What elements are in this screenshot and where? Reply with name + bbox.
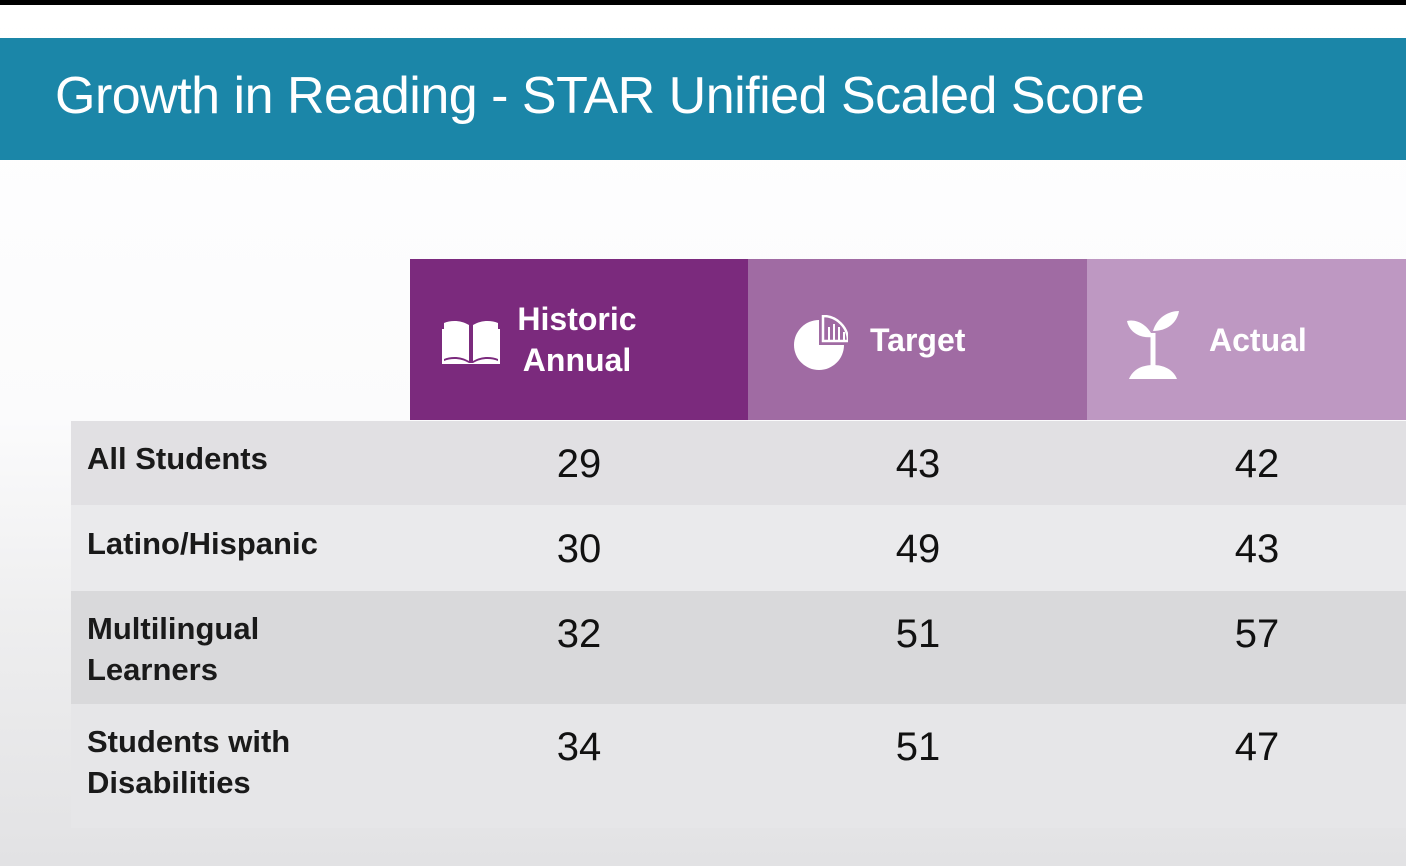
column-header-label: Actual <box>1209 322 1307 358</box>
column-header-target: Target <box>748 259 1087 420</box>
cell-historic: 29 <box>556 442 602 486</box>
table-row: Multilingual Learners 32 51 57 <box>71 591 1406 704</box>
sprout-icon <box>1127 311 1179 379</box>
cell-actual: 42 <box>1234 442 1280 486</box>
row-label: Latino/Hispanic <box>87 526 318 561</box>
column-header-label: Target <box>870 322 966 358</box>
column-header-label: Historic Annual <box>517 301 637 378</box>
cell-historic: 34 <box>556 725 602 769</box>
table-row: Students with Disabilities 34 51 47 <box>71 704 1406 828</box>
cell-target: 43 <box>895 442 941 486</box>
pie-chart-icon <box>794 315 848 370</box>
cell-historic: 32 <box>556 612 602 656</box>
cell-historic: 30 <box>556 527 602 571</box>
row-label: Multilingual Learners <box>87 611 260 687</box>
open-book-icon <box>442 320 500 364</box>
table-row: Latino/Hispanic 30 49 43 <box>71 505 1406 591</box>
cell-actual: 47 <box>1234 725 1280 769</box>
table-row: All Students 29 43 42 <box>71 421 1406 505</box>
cell-target: 51 <box>895 725 941 769</box>
cell-actual: 57 <box>1234 612 1280 656</box>
top-strip <box>0 0 1406 5</box>
title-banner <box>0 38 1406 160</box>
column-header-historic-annual: Historic Annual <box>410 259 748 420</box>
page-title: Growth in Reading - STAR Unified Scaled … <box>55 67 1145 125</box>
column-header-actual: Actual <box>1087 259 1406 420</box>
cell-target: 51 <box>895 612 941 656</box>
row-label: All Students <box>87 441 268 476</box>
cell-target: 49 <box>895 527 941 571</box>
row-label: Students with Disabilities <box>87 724 291 800</box>
cell-actual: 43 <box>1234 527 1280 571</box>
